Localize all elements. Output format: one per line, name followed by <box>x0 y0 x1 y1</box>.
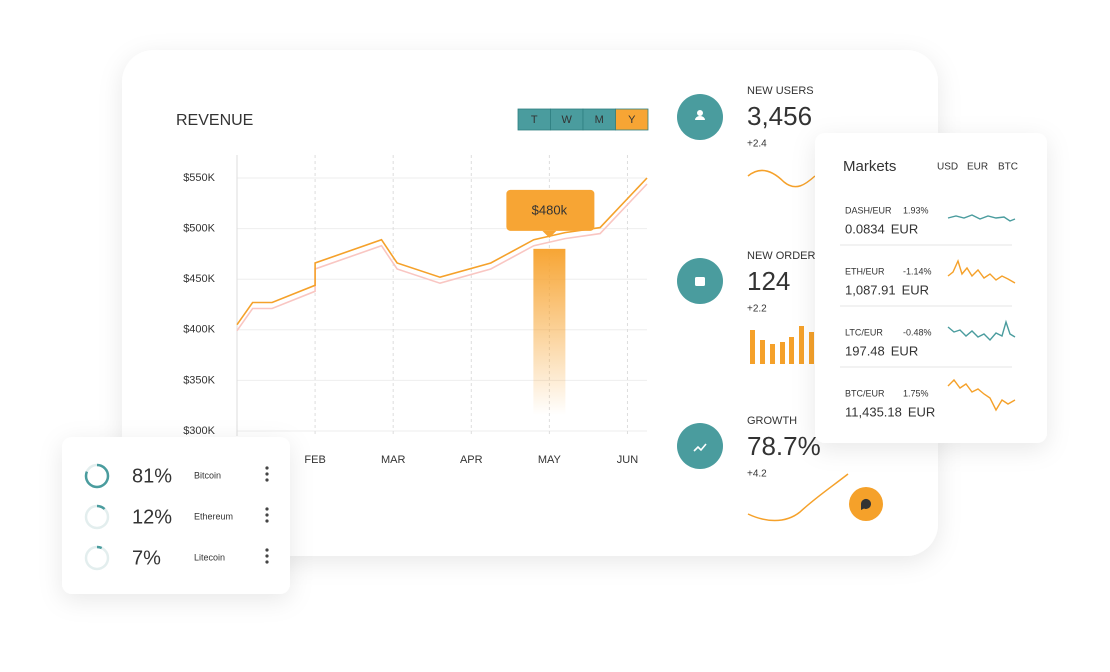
range-button[interactable] <box>615 108 649 131</box>
markets-title: Markets <box>843 158 896 175</box>
stat-change: +2.4 <box>747 139 767 150</box>
chat-glyph <box>860 498 871 510</box>
holding-percent: 81% <box>132 465 172 487</box>
growth-icon <box>677 423 723 469</box>
markets-list: USD EUR BTC DASH/EUR 1.93% 0.0834 EUR ETH/EUR -1… <box>840 162 1018 419</box>
y-tick-label: $350K <box>183 374 215 386</box>
market-change: -0.48% <box>903 327 932 337</box>
market-price: 11,435.18 <box>845 404 902 419</box>
y-tick-label: $300K <box>183 425 215 437</box>
range-label: Y <box>628 114 636 126</box>
x-tick-label: FEB <box>304 454 325 466</box>
range-label: M <box>595 114 604 126</box>
y-tick-label: $500K <box>183 223 215 235</box>
market-pair: LTC/EUR <box>845 327 883 337</box>
market-sparkline <box>947 259 1016 284</box>
tooltip <box>506 189 595 231</box>
tooltip-label: $480k <box>532 202 568 217</box>
stat-label: NEW USERS <box>747 85 814 97</box>
market-unit: EUR <box>908 404 935 419</box>
market-unit: EUR <box>891 343 918 358</box>
range-label: W <box>562 114 573 126</box>
revenue-chart: T W M Y $300K $350K $400K $450K $500K $550K FEB MAR… <box>183 108 649 466</box>
y-tick-label: $400K <box>183 324 215 336</box>
markets-card <box>815 133 1047 443</box>
ring <box>84 504 110 530</box>
main-card <box>122 50 938 556</box>
growth-sparkline <box>747 473 849 522</box>
menu-dot[interactable] <box>265 513 269 517</box>
users-sparkline <box>747 169 816 188</box>
menu-dot[interactable] <box>265 466 269 470</box>
revenue-title: REVENUE <box>176 112 253 129</box>
market-change: -1.14% <box>903 266 932 276</box>
ring <box>84 545 110 571</box>
market-change: 1.75% <box>903 388 929 398</box>
market-sparkline <box>947 214 1016 222</box>
stats: NEW USERS 3,456 +2.4 NEW ORDERS 124 +2.2 GROWT… <box>677 85 849 522</box>
menu-dot[interactable] <box>265 554 269 558</box>
y-tick-label: $550K <box>183 172 215 184</box>
range-label: T <box>531 114 538 126</box>
x-tick-label: MAR <box>381 454 406 466</box>
stat-change: +4.2 <box>747 469 767 480</box>
holding-name: Ethereum <box>194 511 233 521</box>
growth-glyph <box>693 443 707 452</box>
line-shadow <box>236 183 648 332</box>
revenue-line <box>236 177 648 326</box>
currency-tab[interactable]: EUR <box>967 162 988 173</box>
market-price: 1,087.91 <box>845 282 896 297</box>
market-price: 0.0834 <box>845 221 885 236</box>
users-glyph <box>695 110 705 120</box>
holding-percent: 7% <box>132 547 161 569</box>
stat-change: +2.2 <box>747 304 767 315</box>
menu-dot[interactable] <box>265 519 269 523</box>
x-tick-label: JUN <box>617 454 638 466</box>
y-tick-label: $450K <box>183 273 215 285</box>
market-pair: ETH/EUR <box>845 266 885 276</box>
orders-glyph <box>695 277 705 286</box>
market-unit: EUR <box>902 282 929 297</box>
stat-value: 3,456 <box>747 101 812 131</box>
market-sparkline <box>947 319 1016 342</box>
holdings-card <box>62 437 290 594</box>
menu-dot[interactable] <box>265 478 269 482</box>
stat-label: NEW ORDERS <box>747 250 823 262</box>
menu-dot[interactable] <box>265 507 269 511</box>
holding-name: Litecoin <box>194 552 225 562</box>
highlight-bar <box>533 248 566 415</box>
menu-dot[interactable] <box>265 548 269 552</box>
stat-value: 78.7% <box>747 431 821 461</box>
currency-tab[interactable]: USD <box>937 162 958 173</box>
market-unit: EUR <box>891 221 918 236</box>
market-pair: BTC/EUR <box>845 388 885 398</box>
holding-percent: 12% <box>132 506 172 528</box>
menu-dot[interactable] <box>265 472 269 476</box>
ring <box>84 463 110 489</box>
tooltip-pointer <box>542 230 557 238</box>
menu-dot[interactable] <box>265 560 269 564</box>
stat-label: GROWTH <box>747 415 797 427</box>
orders-sparkline <box>750 326 814 364</box>
x-tick-label: APR <box>460 454 483 466</box>
currency-tab[interactable]: BTC <box>998 162 1018 173</box>
holding-name: Bitcoin <box>194 470 221 480</box>
market-price: 197.48 <box>845 343 885 358</box>
market-change: 1.93% <box>903 205 929 215</box>
holdings-list: 81% Bitcoin 12% Ethereum 7% Litecoin <box>84 463 269 571</box>
market-pair: DASH/EUR <box>845 205 892 215</box>
market-sparkline <box>947 378 1016 412</box>
stat-value: 124 <box>747 266 790 296</box>
x-tick-label: MAY <box>538 454 562 466</box>
